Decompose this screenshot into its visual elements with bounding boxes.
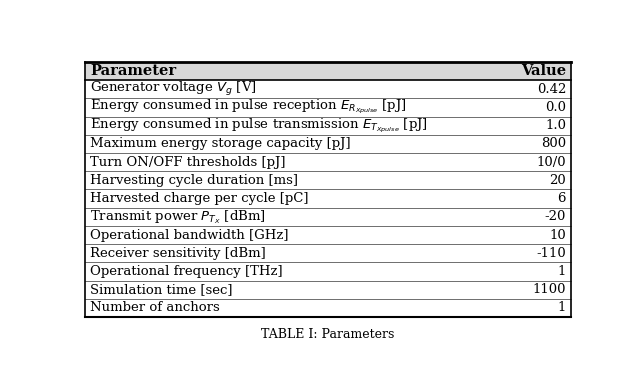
Text: 0.42: 0.42: [537, 83, 566, 96]
Text: 10: 10: [549, 229, 566, 241]
Text: -20: -20: [545, 210, 566, 223]
Text: 6: 6: [557, 192, 566, 205]
Text: Generator voltage $V_g$ [V]: Generator voltage $V_g$ [V]: [90, 80, 257, 98]
Text: Simulation time [sec]: Simulation time [sec]: [90, 283, 232, 296]
Text: 0.0: 0.0: [545, 101, 566, 114]
Text: Operational frequency [THz]: Operational frequency [THz]: [90, 265, 282, 278]
Text: Harvested charge per cycle [pC]: Harvested charge per cycle [pC]: [90, 192, 308, 205]
Text: Number of anchors: Number of anchors: [90, 301, 220, 314]
Text: 1100: 1100: [532, 283, 566, 296]
Text: 20: 20: [549, 174, 566, 187]
Text: Receiver sensitivity [dBm]: Receiver sensitivity [dBm]: [90, 247, 266, 260]
Text: 1: 1: [557, 301, 566, 314]
Text: Energy consumed in pulse transmission $E_{T_{Xpulse}}$ [pJ]: Energy consumed in pulse transmission $E…: [90, 117, 428, 135]
Text: Parameter: Parameter: [90, 64, 176, 78]
Text: Maximum energy storage capacity [pJ]: Maximum energy storage capacity [pJ]: [90, 137, 351, 151]
Text: Value: Value: [521, 64, 566, 78]
Text: 1: 1: [557, 265, 566, 278]
Text: -110: -110: [536, 247, 566, 260]
Text: Turn ON/OFF thresholds [pJ]: Turn ON/OFF thresholds [pJ]: [90, 156, 285, 168]
Text: 800: 800: [541, 137, 566, 151]
Bar: [85, 62, 571, 80]
Text: 10/0: 10/0: [536, 156, 566, 168]
Text: Harvesting cycle duration [ms]: Harvesting cycle duration [ms]: [90, 174, 298, 187]
Text: Transmit power $P_{T_X}$ [dBm]: Transmit power $P_{T_X}$ [dBm]: [90, 208, 266, 225]
Text: Operational bandwidth [GHz]: Operational bandwidth [GHz]: [90, 229, 289, 241]
Text: 1.0: 1.0: [545, 119, 566, 132]
Text: Energy consumed in pulse reception $E_{R_{Xpulse}}$ [pJ]: Energy consumed in pulse reception $E_{R…: [90, 98, 406, 117]
Text: TABLE I: Parameters: TABLE I: Parameters: [261, 328, 395, 341]
